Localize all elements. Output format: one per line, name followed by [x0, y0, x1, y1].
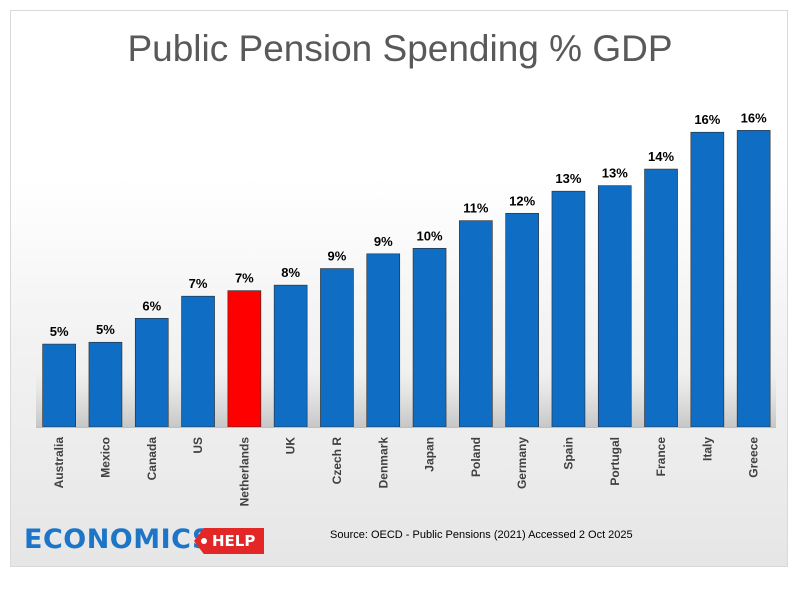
bar-czech-r [320, 268, 354, 428]
data-label: 11% [463, 201, 489, 216]
bar-japan [412, 247, 447, 428]
tag-hole-icon [201, 538, 207, 544]
data-label: 14% [648, 149, 674, 164]
bar-canada [134, 317, 169, 428]
x-tick-label: UK [284, 437, 298, 455]
data-label: 9% [374, 234, 393, 249]
data-label: 10% [417, 228, 443, 243]
x-tick-label: Italy [700, 437, 714, 461]
data-label: 16% [741, 110, 767, 125]
data-label: 8% [281, 265, 300, 280]
x-tick-label: Czech R [330, 437, 344, 485]
bar-mexico [88, 341, 123, 428]
bar-portugal [597, 185, 632, 428]
data-label: 5% [96, 322, 115, 337]
x-tick-label: Greece [747, 437, 761, 478]
data-label: 9% [328, 249, 347, 264]
chart-title: Public Pension Spending % GDP [127, 28, 673, 69]
x-tick-label: Australia [52, 437, 66, 489]
x-tick-label: Poland [469, 437, 483, 477]
data-label: 5% [50, 324, 69, 339]
data-label: 7% [235, 271, 254, 286]
bar-italy [690, 131, 725, 428]
x-tick-label: Denmark [376, 437, 390, 489]
source-note: Source: OECD - Public Pensions (2021) Ac… [330, 529, 633, 541]
logo-text: ECONOMICS [24, 524, 212, 555]
x-tick-label: Canada [145, 437, 159, 481]
bar-greece [736, 130, 771, 428]
data-label: 13% [602, 166, 628, 181]
bar-germany [505, 212, 539, 428]
x-tick-label: Germany [515, 437, 529, 489]
data-label: 12% [509, 193, 535, 208]
data-label: 6% [142, 298, 161, 313]
x-tick-label: Netherlands [237, 437, 251, 507]
bar-australia [42, 343, 76, 428]
logo-tag-text: HELP [212, 532, 256, 550]
bar-spain [551, 190, 586, 428]
logo-tag: HELP [194, 528, 264, 554]
x-tick-label: Portugal [608, 437, 622, 486]
x-tick-label: US [191, 437, 205, 454]
bar-france [644, 168, 678, 428]
bar-denmark [366, 253, 401, 428]
bar-poland [459, 220, 493, 428]
bar-chart: 5% Australia 5% Mexico 6% Canada 7% US 7% Netherl… [36, 110, 776, 507]
bar-us [181, 295, 215, 428]
data-label: 13% [555, 171, 581, 186]
bar-uk [273, 284, 308, 428]
data-label: 16% [694, 112, 720, 127]
x-tick-label: Spain [561, 437, 575, 470]
bar-netherlands [227, 290, 262, 428]
x-tick-label: Japan [423, 437, 437, 472]
data-label: 7% [189, 276, 208, 291]
x-tick-label: Mexico [98, 437, 112, 478]
x-tick-label: France [654, 437, 668, 477]
